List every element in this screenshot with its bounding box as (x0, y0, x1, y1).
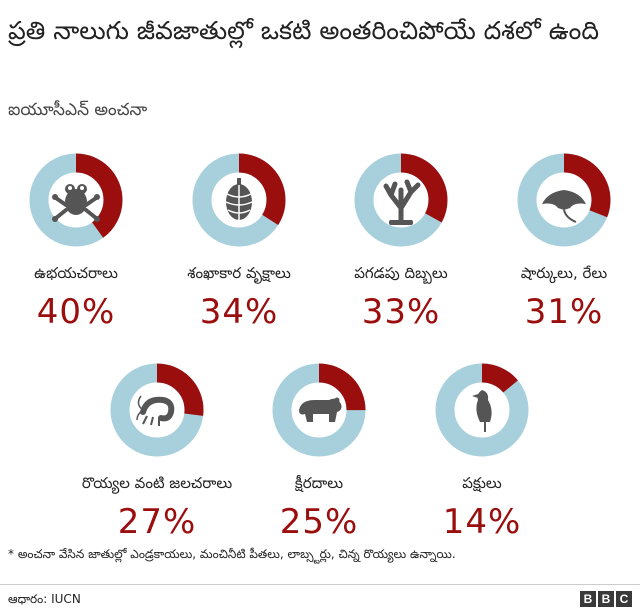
footer-divider (0, 584, 640, 585)
donut-value: 33% (361, 292, 441, 332)
donut-threatened-segment (435, 363, 529, 457)
coral-icon (383, 179, 421, 225)
donut-chart-amphibians (29, 153, 123, 247)
footnote: * అంచనా వేసిన జాతుల్లో ఎండ్రకాయలు, మంచిన… (8, 547, 456, 561)
donut-item-amphibians: ఉభయచరాలు 40% (0, 150, 156, 332)
source-note: ఆధారం: IUCN (8, 592, 81, 606)
donut-chart-corals (354, 153, 448, 247)
chart-title: ప్రతి నాలుగు జీవజాతుల్లో ఒకటి అంతరించిపో… (8, 16, 600, 45)
donut-item-sharks-rays: షార్కులు, రేలు 31% (484, 150, 640, 332)
donut-item-crustaceans: రొయ్యల వంటి జలచరాలు 27% (77, 360, 237, 542)
bird-icon (472, 390, 492, 432)
bbc-logo: B B C (580, 591, 632, 607)
donut-value: 34% (199, 292, 279, 332)
donut-label: క్షీరదాలు (294, 474, 344, 492)
donut-label: ఉభయచరాలు (34, 264, 118, 282)
donut-threatened-segment (29, 153, 123, 247)
donut-item-conifers: శంఖాకార వృక్షాలు 34% (159, 150, 319, 332)
donut-value: 27% (117, 502, 197, 542)
bbc-logo-letter: B (580, 591, 596, 607)
bear-icon (299, 397, 342, 422)
donut-label: శంఖాకార వృక్షాలు (187, 264, 291, 282)
donut-threatened-segment (272, 363, 366, 457)
donut-chart-crustaceans (110, 363, 204, 457)
donut-chart-sharks-rays (517, 153, 611, 247)
donut-threatened-segment (517, 153, 611, 247)
bbc-logo-letter: C (616, 591, 632, 607)
donut-item-mammals: క్షీరదాలు 25% (239, 360, 399, 542)
donut-threatened-segment (192, 153, 286, 247)
frog-icon (52, 184, 100, 222)
donut-threatened-segment (354, 153, 448, 247)
donut-item-corals: పగడపు దిబ్బలు 33% (321, 150, 481, 332)
donut-label: పగడపు దిబ్బలు (354, 264, 448, 282)
donut-value: 25% (279, 502, 359, 542)
bbc-logo-letter: B (598, 591, 614, 607)
donut-threatened-segment (110, 363, 204, 457)
shrimp-icon (136, 395, 175, 426)
donut-value: 31% (524, 292, 604, 332)
donut-label: పక్షులు (462, 474, 502, 492)
chart-subtitle: ఐయూసీఎన్ అంచనా (8, 100, 148, 120)
ray-icon (542, 190, 586, 223)
donut-label: రొయ్యల వంటి జలచరాలు (81, 474, 233, 492)
pine-cone-icon (225, 178, 253, 220)
donut-chart-mammals (272, 363, 366, 457)
donut-value: 40% (36, 292, 116, 332)
donut-chart-birds (435, 363, 529, 457)
donut-label: షార్కులు, రేలు (520, 264, 608, 282)
donut-chart-conifers (192, 153, 286, 247)
donut-item-birds: పక్షులు 14% (402, 360, 562, 542)
donut-value: 14% (442, 502, 522, 542)
